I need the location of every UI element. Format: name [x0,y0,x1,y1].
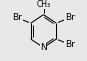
Text: Br: Br [65,13,75,22]
Text: N: N [40,43,47,52]
Text: Br: Br [12,13,22,22]
Text: Br: Br [65,40,75,49]
Text: CH₃: CH₃ [36,0,51,9]
